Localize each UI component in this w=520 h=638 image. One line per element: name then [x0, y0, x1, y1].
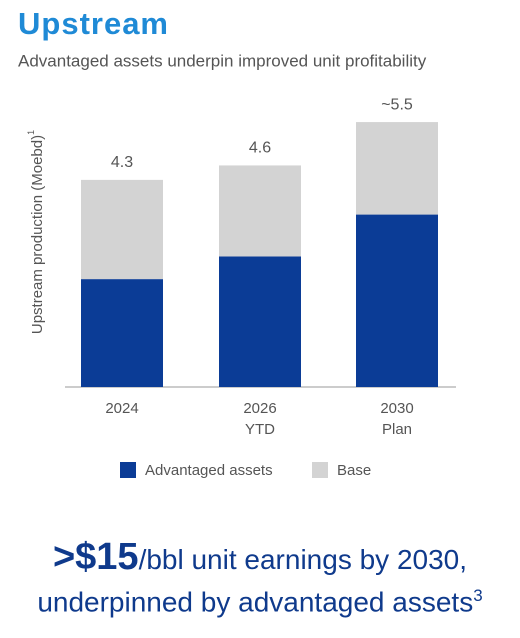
total-label: ~5.5 [381, 96, 413, 113]
y-label-group: Upstream production (Moebd)1 [26, 130, 46, 334]
callout-highlight: >$15 [52, 536, 139, 578]
legend-label: Base [337, 462, 371, 479]
y-axis-label-note: 1 [26, 130, 36, 135]
total-label: 4.3 [111, 154, 133, 171]
legend-swatch [120, 462, 136, 478]
title: Upstream [18, 6, 169, 41]
y-axis-label-text: Upstream production (Moebd) [29, 135, 46, 334]
callout-note: 3 [473, 586, 483, 605]
callout-text: underpinned by advantaged assets [37, 586, 474, 618]
bar-segment [219, 165, 301, 257]
y-axis-label: Upstream production (Moebd)1 [26, 130, 46, 334]
bar-segment [219, 256, 301, 387]
callout-text: /bbl unit earnings by 2030, [138, 544, 468, 575]
legend-label: Advantaged assets [145, 462, 273, 479]
callout-line-2: underpinned by advantaged assets3 [0, 586, 520, 618]
bar-segment [356, 122, 438, 215]
x-tick-label: 2030 Plan [380, 400, 414, 438]
bar-segment [81, 279, 163, 387]
subtitle: Advantaged assets underpin improved unit… [18, 51, 427, 70]
x-tick-label: 2024 [105, 400, 139, 417]
callout-line-1: >$15/bbl unit earnings by 2030, [0, 536, 520, 579]
bar-segment [81, 179, 163, 280]
x-tick-label: 2026 YTD [243, 400, 277, 438]
legend-swatch [312, 462, 328, 478]
bar-segment [356, 214, 438, 387]
total-label: 4.6 [249, 140, 271, 157]
